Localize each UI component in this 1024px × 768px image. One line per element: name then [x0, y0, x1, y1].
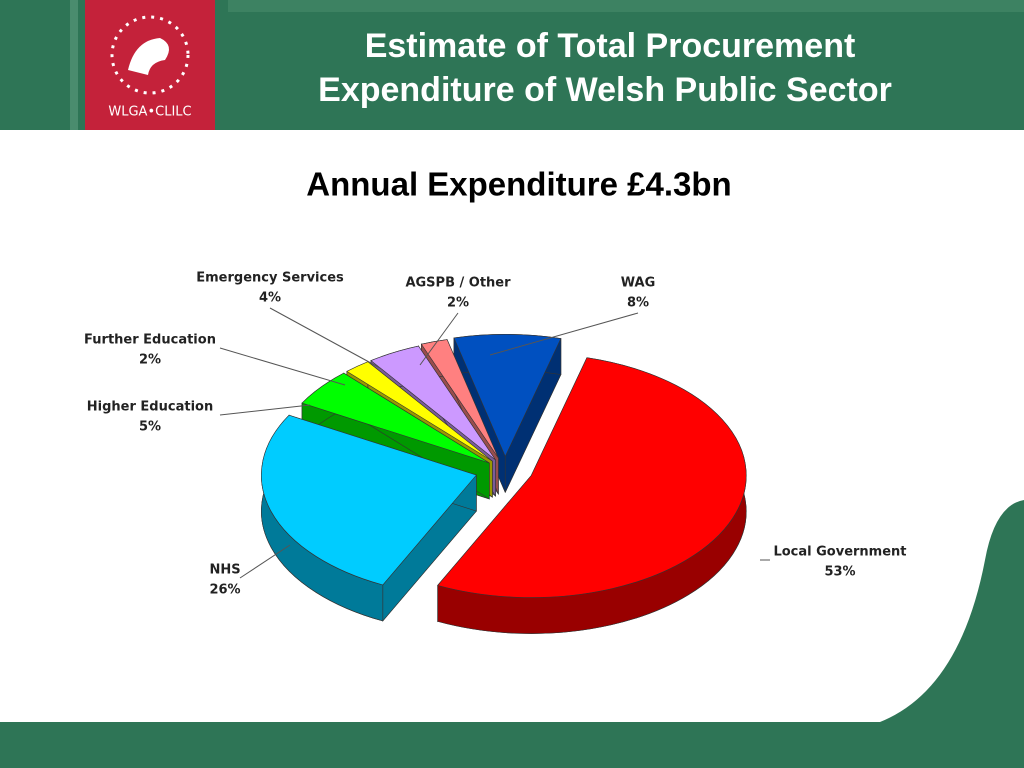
leader-line	[219, 347, 346, 386]
logo-dragon	[128, 38, 169, 75]
leader-line	[269, 307, 381, 369]
leader-line	[489, 312, 639, 356]
slice-top	[261, 414, 477, 586]
value-label: 53%	[824, 565, 855, 580]
logo-stars	[110, 15, 190, 95]
header-stripe	[228, 0, 1024, 12]
category-label: Local Government	[773, 545, 906, 560]
category-label: WAG	[621, 276, 656, 291]
value-label: 8%	[627, 296, 649, 311]
corner-swoosh	[880, 500, 1024, 722]
slide-title: Expenditure of Welsh Public Sector	[318, 71, 892, 109]
chart-title: Annual Expenditure £4.3bn	[306, 166, 731, 203]
category-label: Higher Education	[87, 400, 213, 415]
slice-top	[453, 334, 562, 458]
pie-slice	[437, 357, 747, 634]
logo-text: WLGA•CLILC	[108, 105, 191, 120]
slice-top	[301, 372, 490, 464]
value-label: 26%	[209, 583, 240, 598]
pie-slice	[261, 414, 477, 622]
category-label: Emergency Services	[196, 271, 344, 286]
value-label: 4%	[259, 291, 281, 306]
category-label: NHS	[209, 563, 240, 578]
header-stripe	[70, 0, 78, 130]
value-label: 5%	[139, 420, 161, 435]
value-label: 2%	[447, 296, 469, 311]
value-label: 2%	[139, 353, 161, 368]
slice-top	[437, 357, 747, 598]
leader-line	[419, 312, 459, 366]
pie-chart: Local Government 53% NHS 26% Higher Educatio…	[84, 271, 907, 634]
leader-line	[219, 404, 311, 416]
category-label: Further Education	[84, 333, 216, 348]
category-label: AGSPB / Other	[405, 276, 511, 291]
leader-line	[239, 544, 291, 579]
slide-title: Estimate of Total Procurement	[365, 27, 856, 65]
slice-top	[370, 345, 496, 461]
footer-band	[0, 722, 1024, 768]
slice-top	[420, 339, 499, 459]
